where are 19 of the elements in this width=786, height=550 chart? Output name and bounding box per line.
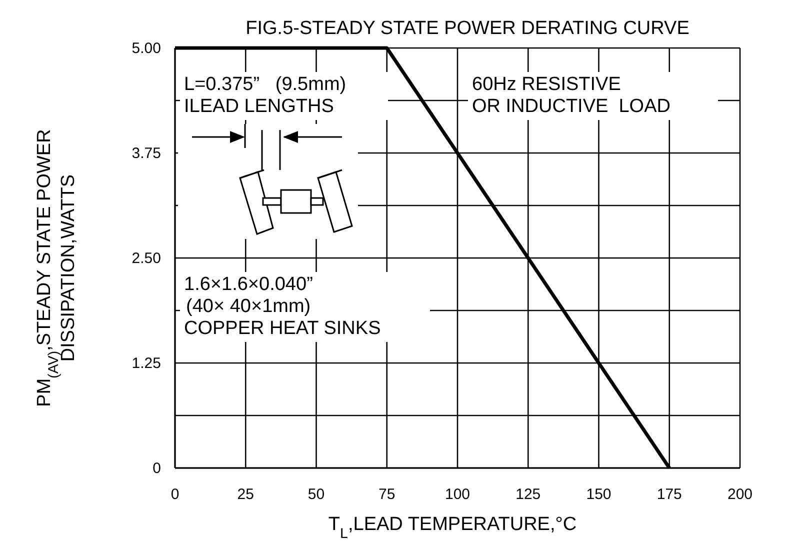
x-tick-label: 50 — [308, 486, 325, 503]
y-tick-label: 1.25 — [132, 355, 161, 372]
chart-title: FIG.5-STEADY STATE POWER DERATING CURVE — [246, 18, 690, 39]
x-tick-label: 75 — [378, 486, 396, 503]
annotation: 60Hz RESISTIVE OR INDUCTIVE LOAD — [472, 74, 670, 117]
x-tick-label: 125 — [516, 486, 541, 503]
x-tick-label: 0 — [170, 486, 180, 503]
x-tick-label: 25 — [237, 486, 254, 503]
y-tick-label: 2.50 — [132, 250, 161, 267]
x-tick-label: 100 — [444, 486, 470, 503]
y-tick-label: 5.00 — [132, 40, 161, 57]
y-tick-label: 0 — [152, 460, 161, 477]
x-tick-label: 175 — [656, 486, 682, 503]
x-tick-label: 200 — [727, 486, 753, 503]
x-axis-title: T$_{L}$,LEAD TEMPERATURE,°C — [328, 514, 577, 542]
annotation: 1.6×1.6×0.040” (40× 40×1mm) COPPER HEAT SINKS — [184, 274, 381, 339]
y-tick-label: 3.75 — [132, 145, 161, 162]
x-tick-label: 150 — [586, 486, 612, 503]
annotation: L=0.375” (9.5mm) ILEAD LENGTHS — [184, 74, 346, 117]
